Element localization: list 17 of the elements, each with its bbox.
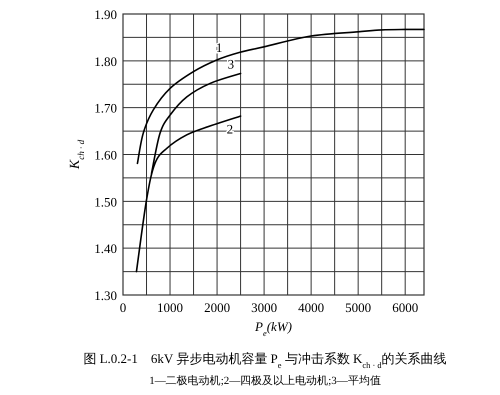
x-tick-label: 4000 [298,300,324,315]
y-tick-label: 1.80 [94,54,117,69]
x-tick-label: 1000 [157,300,184,315]
x-tick-label: 6000 [392,300,418,315]
y-tick-label: 1.70 [94,100,117,116]
y-tick-label: 1.40 [94,241,117,256]
y-tick-label: 1.60 [94,148,117,162]
x-axis-title: P$_{e}$(kW) [254,319,292,338]
x-tick-label: 5000 [345,300,372,315]
x-tick-label: 0 [120,300,126,315]
text: 1—二极电动机;2—四极及以上电动机;3—平均值 [149,374,381,387]
text: 图 L.0.2-1 6kV 异步电动机容量 P$_{e}$ 与冲击系数 K$_{ch · d}$的关系曲线 [83,351,447,370]
x-tick-label: 2000 [204,300,230,315]
y-tick-label: 1.30 [94,288,117,303]
y-tick-label: 1.90 [94,7,117,22]
x-tick-label: 3000 [251,300,278,315]
y-tick-label: 1.50 [94,194,117,210]
